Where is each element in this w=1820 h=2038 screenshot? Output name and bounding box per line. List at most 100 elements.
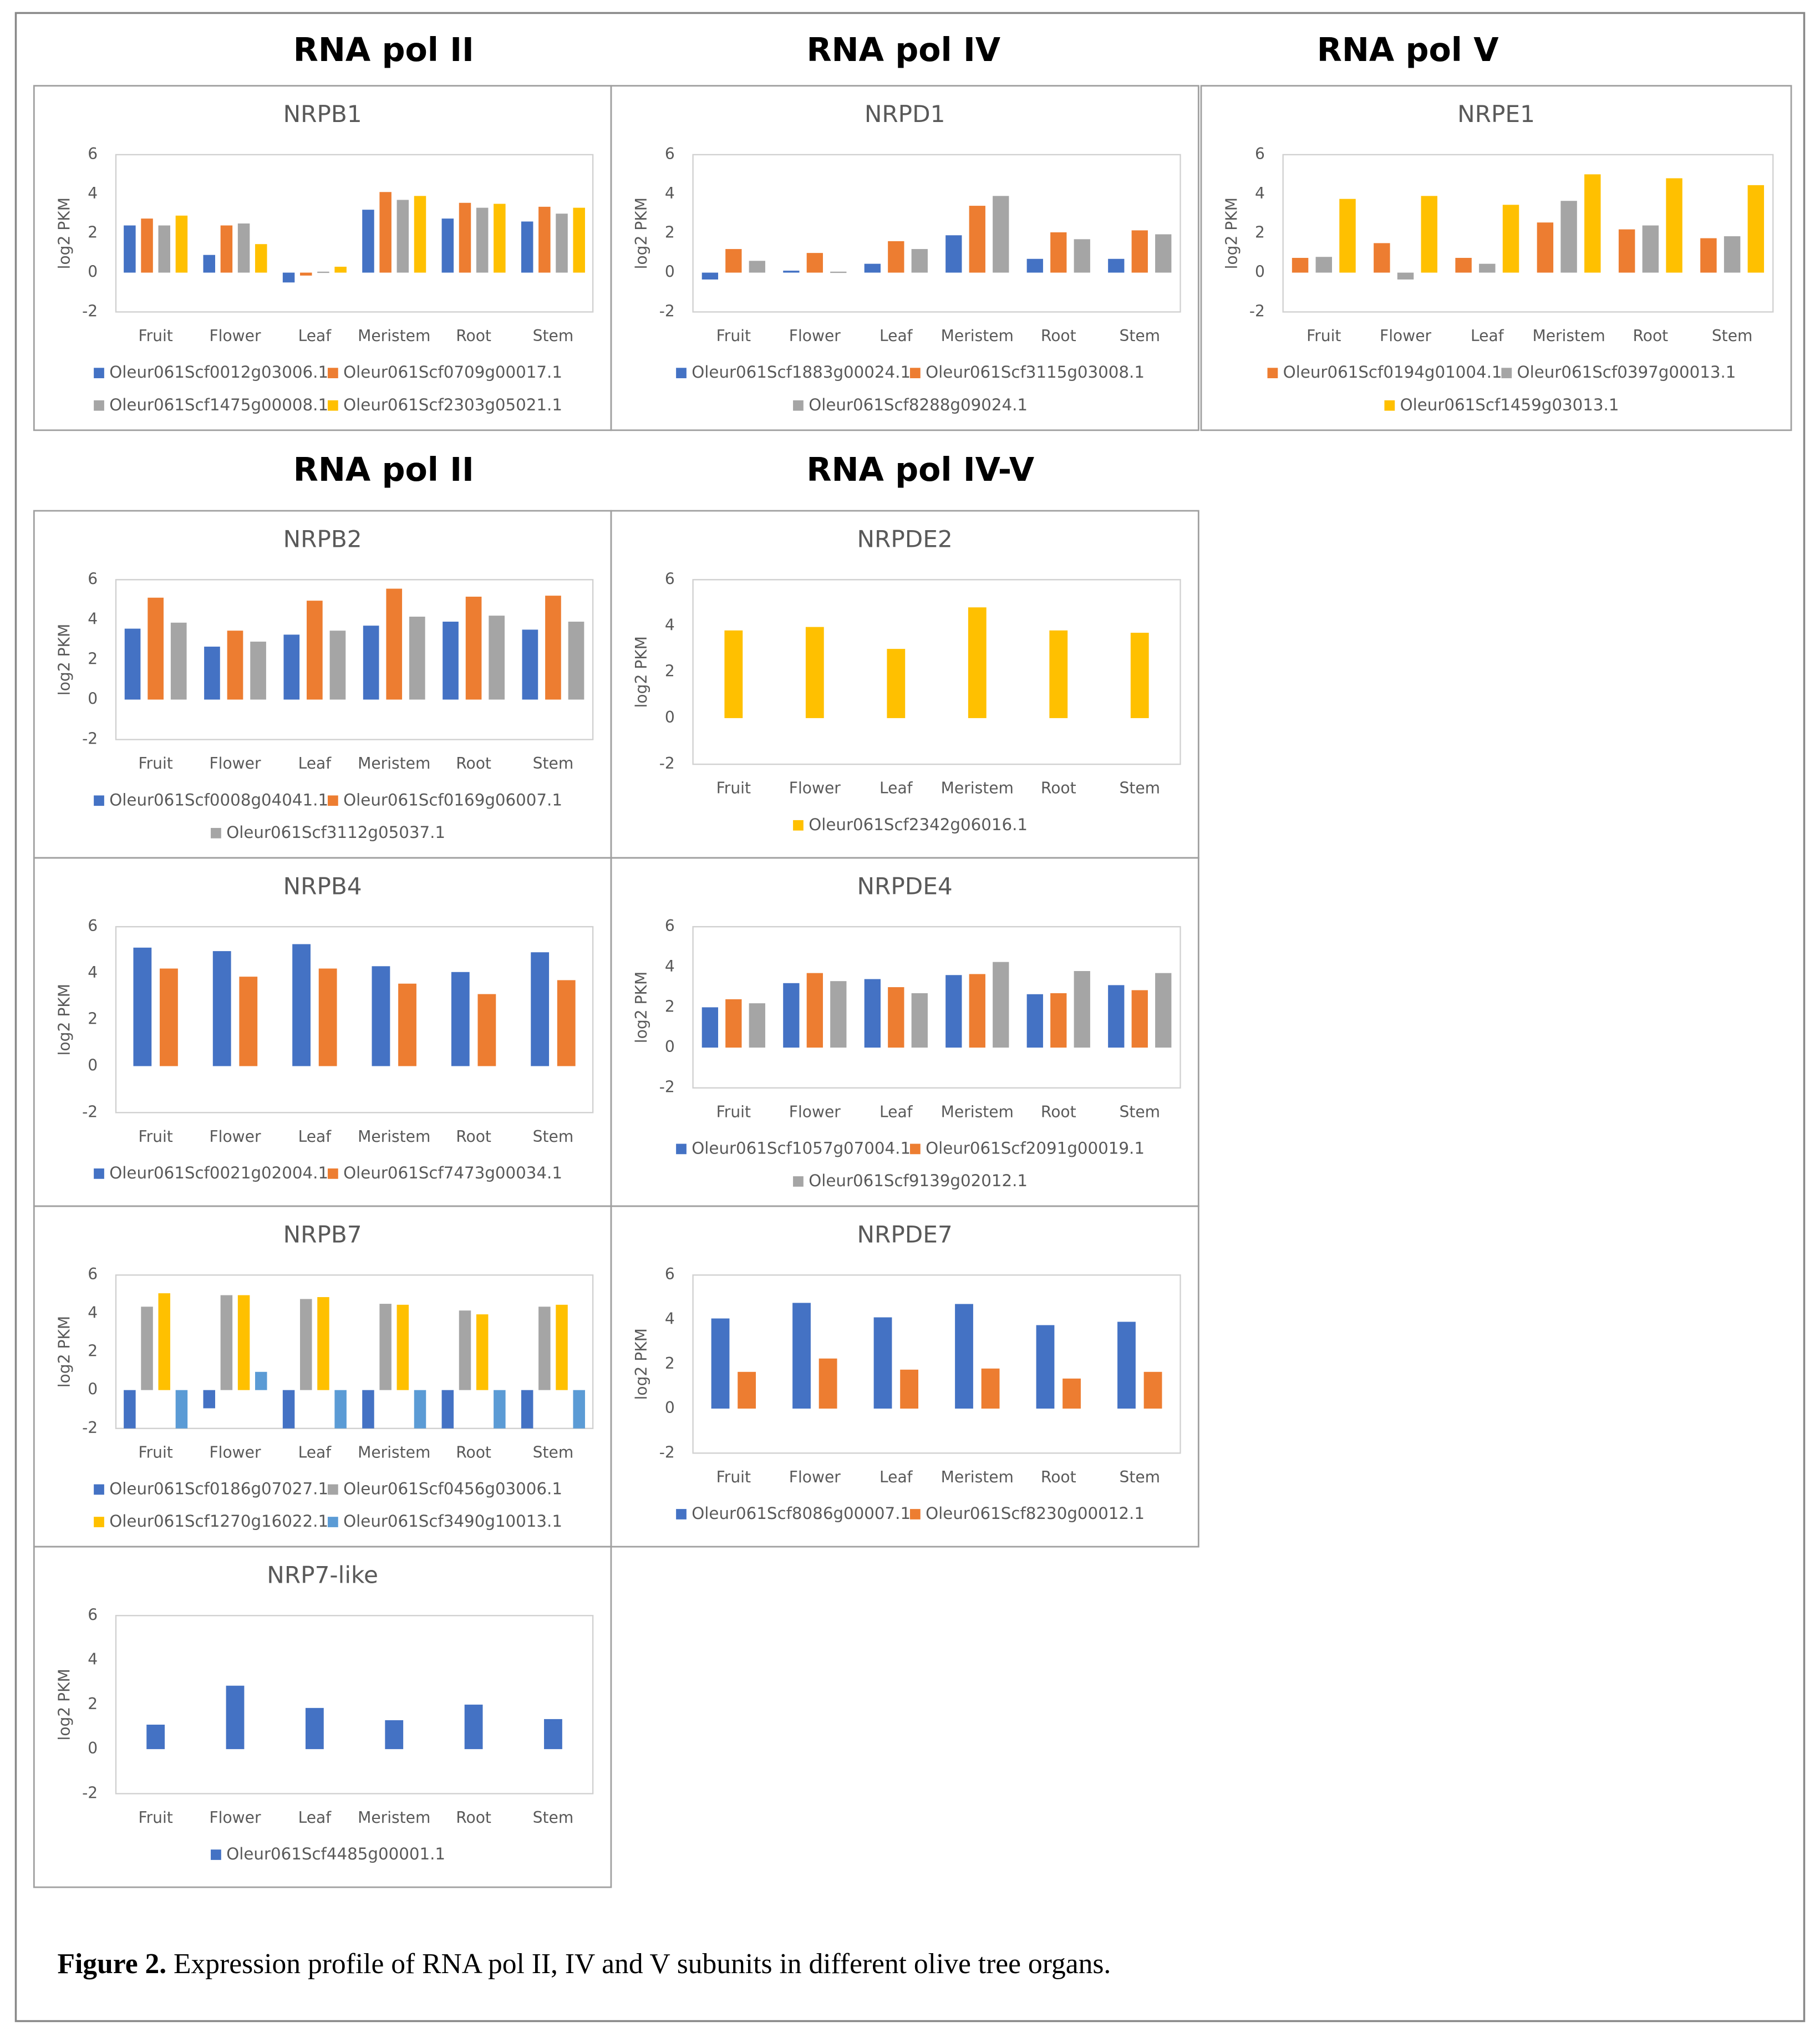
legend-label: Oleur061Scf2342g06016.1 bbox=[809, 815, 1028, 834]
legend-label: Oleur061Scf1459g03013.1 bbox=[1400, 395, 1619, 414]
y-tick-label: 4 bbox=[665, 616, 675, 634]
legend-swatch bbox=[328, 400, 338, 411]
x-tick-label: Stem bbox=[1712, 327, 1753, 345]
bar bbox=[334, 266, 347, 273]
chart-title: NRPB7 bbox=[283, 1221, 362, 1248]
bar bbox=[783, 271, 800, 273]
legend-swatch bbox=[94, 1484, 104, 1495]
y-tick-label: 2 bbox=[665, 662, 675, 680]
bar bbox=[1315, 257, 1333, 273]
caption-label: Figure 2. bbox=[58, 1948, 167, 1980]
plot-area bbox=[115, 579, 594, 740]
bar bbox=[531, 952, 550, 1066]
y-tick-label: 0 bbox=[88, 1056, 98, 1074]
bar bbox=[1618, 229, 1635, 273]
bar bbox=[414, 196, 426, 273]
bar bbox=[386, 588, 403, 700]
bar bbox=[538, 206, 551, 273]
y-tick-label: 6 bbox=[88, 1265, 98, 1283]
bar bbox=[830, 981, 847, 1048]
chart-title: NRPE1 bbox=[1457, 100, 1535, 128]
bar bbox=[158, 225, 170, 273]
chart-title: NRPB4 bbox=[283, 872, 362, 899]
plot-area bbox=[692, 926, 1181, 1089]
chart-title: NRPDE4 bbox=[857, 872, 953, 899]
legend-swatch bbox=[1384, 400, 1395, 411]
x-tick-label: Flower bbox=[209, 754, 261, 772]
legend-label: Oleur061Scf1475g00008.1 bbox=[109, 395, 328, 414]
bar bbox=[477, 994, 496, 1066]
panel-border bbox=[1200, 85, 1792, 431]
chart-title: NRPB1 bbox=[283, 100, 362, 128]
x-tick-label: Fruit bbox=[716, 1468, 751, 1486]
bar bbox=[227, 631, 243, 700]
plot-area bbox=[1282, 154, 1774, 313]
x-tick-label: Stem bbox=[533, 1127, 574, 1146]
bar bbox=[887, 649, 906, 718]
bar bbox=[1724, 236, 1741, 273]
x-tick-label: Stem bbox=[1119, 1468, 1160, 1486]
bar bbox=[538, 1307, 551, 1390]
bar bbox=[1455, 258, 1472, 273]
x-tick-label: Fruit bbox=[138, 327, 172, 345]
x-tick-label: Stem bbox=[533, 1443, 574, 1461]
y-tick-label: 6 bbox=[665, 145, 675, 163]
bar bbox=[282, 272, 295, 283]
legend-swatch bbox=[94, 400, 104, 411]
bar bbox=[1642, 225, 1659, 273]
panel-border bbox=[610, 1205, 1199, 1548]
bar bbox=[1117, 1322, 1136, 1409]
y-tick-label: 2 bbox=[665, 1354, 675, 1373]
bar bbox=[1374, 243, 1390, 273]
bar bbox=[148, 597, 164, 700]
bar bbox=[792, 1303, 811, 1409]
section-header: RNA pol II bbox=[293, 451, 474, 489]
bar bbox=[451, 972, 470, 1066]
bar bbox=[379, 192, 392, 273]
bar bbox=[465, 596, 482, 700]
legend-swatch bbox=[1267, 368, 1278, 379]
legend-label: Oleur061Scf0021g02004.1 bbox=[109, 1163, 328, 1182]
y-axis-label: log2 PKM bbox=[1222, 197, 1241, 269]
y-tick-label: 4 bbox=[88, 609, 98, 628]
bar bbox=[141, 1307, 153, 1390]
bar bbox=[545, 596, 561, 700]
figure-border bbox=[14, 12, 1806, 2022]
bar bbox=[372, 966, 390, 1066]
x-tick-label: Stem bbox=[1119, 779, 1160, 797]
chart-title: NRPD1 bbox=[865, 100, 945, 128]
legend-swatch bbox=[328, 368, 338, 379]
bar bbox=[1155, 234, 1172, 273]
bar bbox=[873, 1317, 892, 1409]
legend-label: Oleur061Scf3115g03008.1 bbox=[926, 363, 1145, 382]
legend-label: Oleur061Scf1883g00024.1 bbox=[692, 363, 911, 382]
legend-label: Oleur061Scf0169g06007.1 bbox=[343, 790, 562, 809]
y-tick-label: -2 bbox=[82, 730, 98, 748]
bar bbox=[146, 1724, 165, 1750]
bar bbox=[1747, 185, 1765, 273]
bar bbox=[1131, 990, 1148, 1048]
bar bbox=[749, 1003, 765, 1048]
bar bbox=[396, 1304, 409, 1390]
legend-swatch bbox=[676, 368, 687, 379]
caption-text: Expression profile of RNA pol II, IV and… bbox=[174, 1948, 1111, 1980]
bar bbox=[1700, 238, 1717, 273]
x-tick-label: Meristem bbox=[941, 779, 1014, 797]
section-header: RNA pol II bbox=[293, 31, 474, 69]
x-tick-label: Leaf bbox=[880, 779, 913, 797]
x-tick-label: Meristem bbox=[1532, 327, 1605, 345]
legend-label: Oleur061Scf0397g00013.1 bbox=[1517, 363, 1736, 382]
bar bbox=[1584, 174, 1601, 273]
plot-area bbox=[115, 1615, 594, 1795]
y-tick-label: -2 bbox=[659, 1078, 675, 1096]
x-tick-label: Leaf bbox=[1471, 327, 1504, 345]
x-tick-label: Leaf bbox=[880, 327, 913, 345]
x-tick-label: Flower bbox=[789, 327, 841, 345]
bar bbox=[1560, 201, 1577, 273]
chart-title: NRPDE7 bbox=[857, 1221, 953, 1248]
bar bbox=[1292, 258, 1309, 273]
legend-swatch bbox=[793, 1176, 804, 1187]
y-tick-label: 0 bbox=[88, 1380, 98, 1399]
bar bbox=[521, 221, 533, 273]
bar bbox=[1155, 973, 1172, 1048]
